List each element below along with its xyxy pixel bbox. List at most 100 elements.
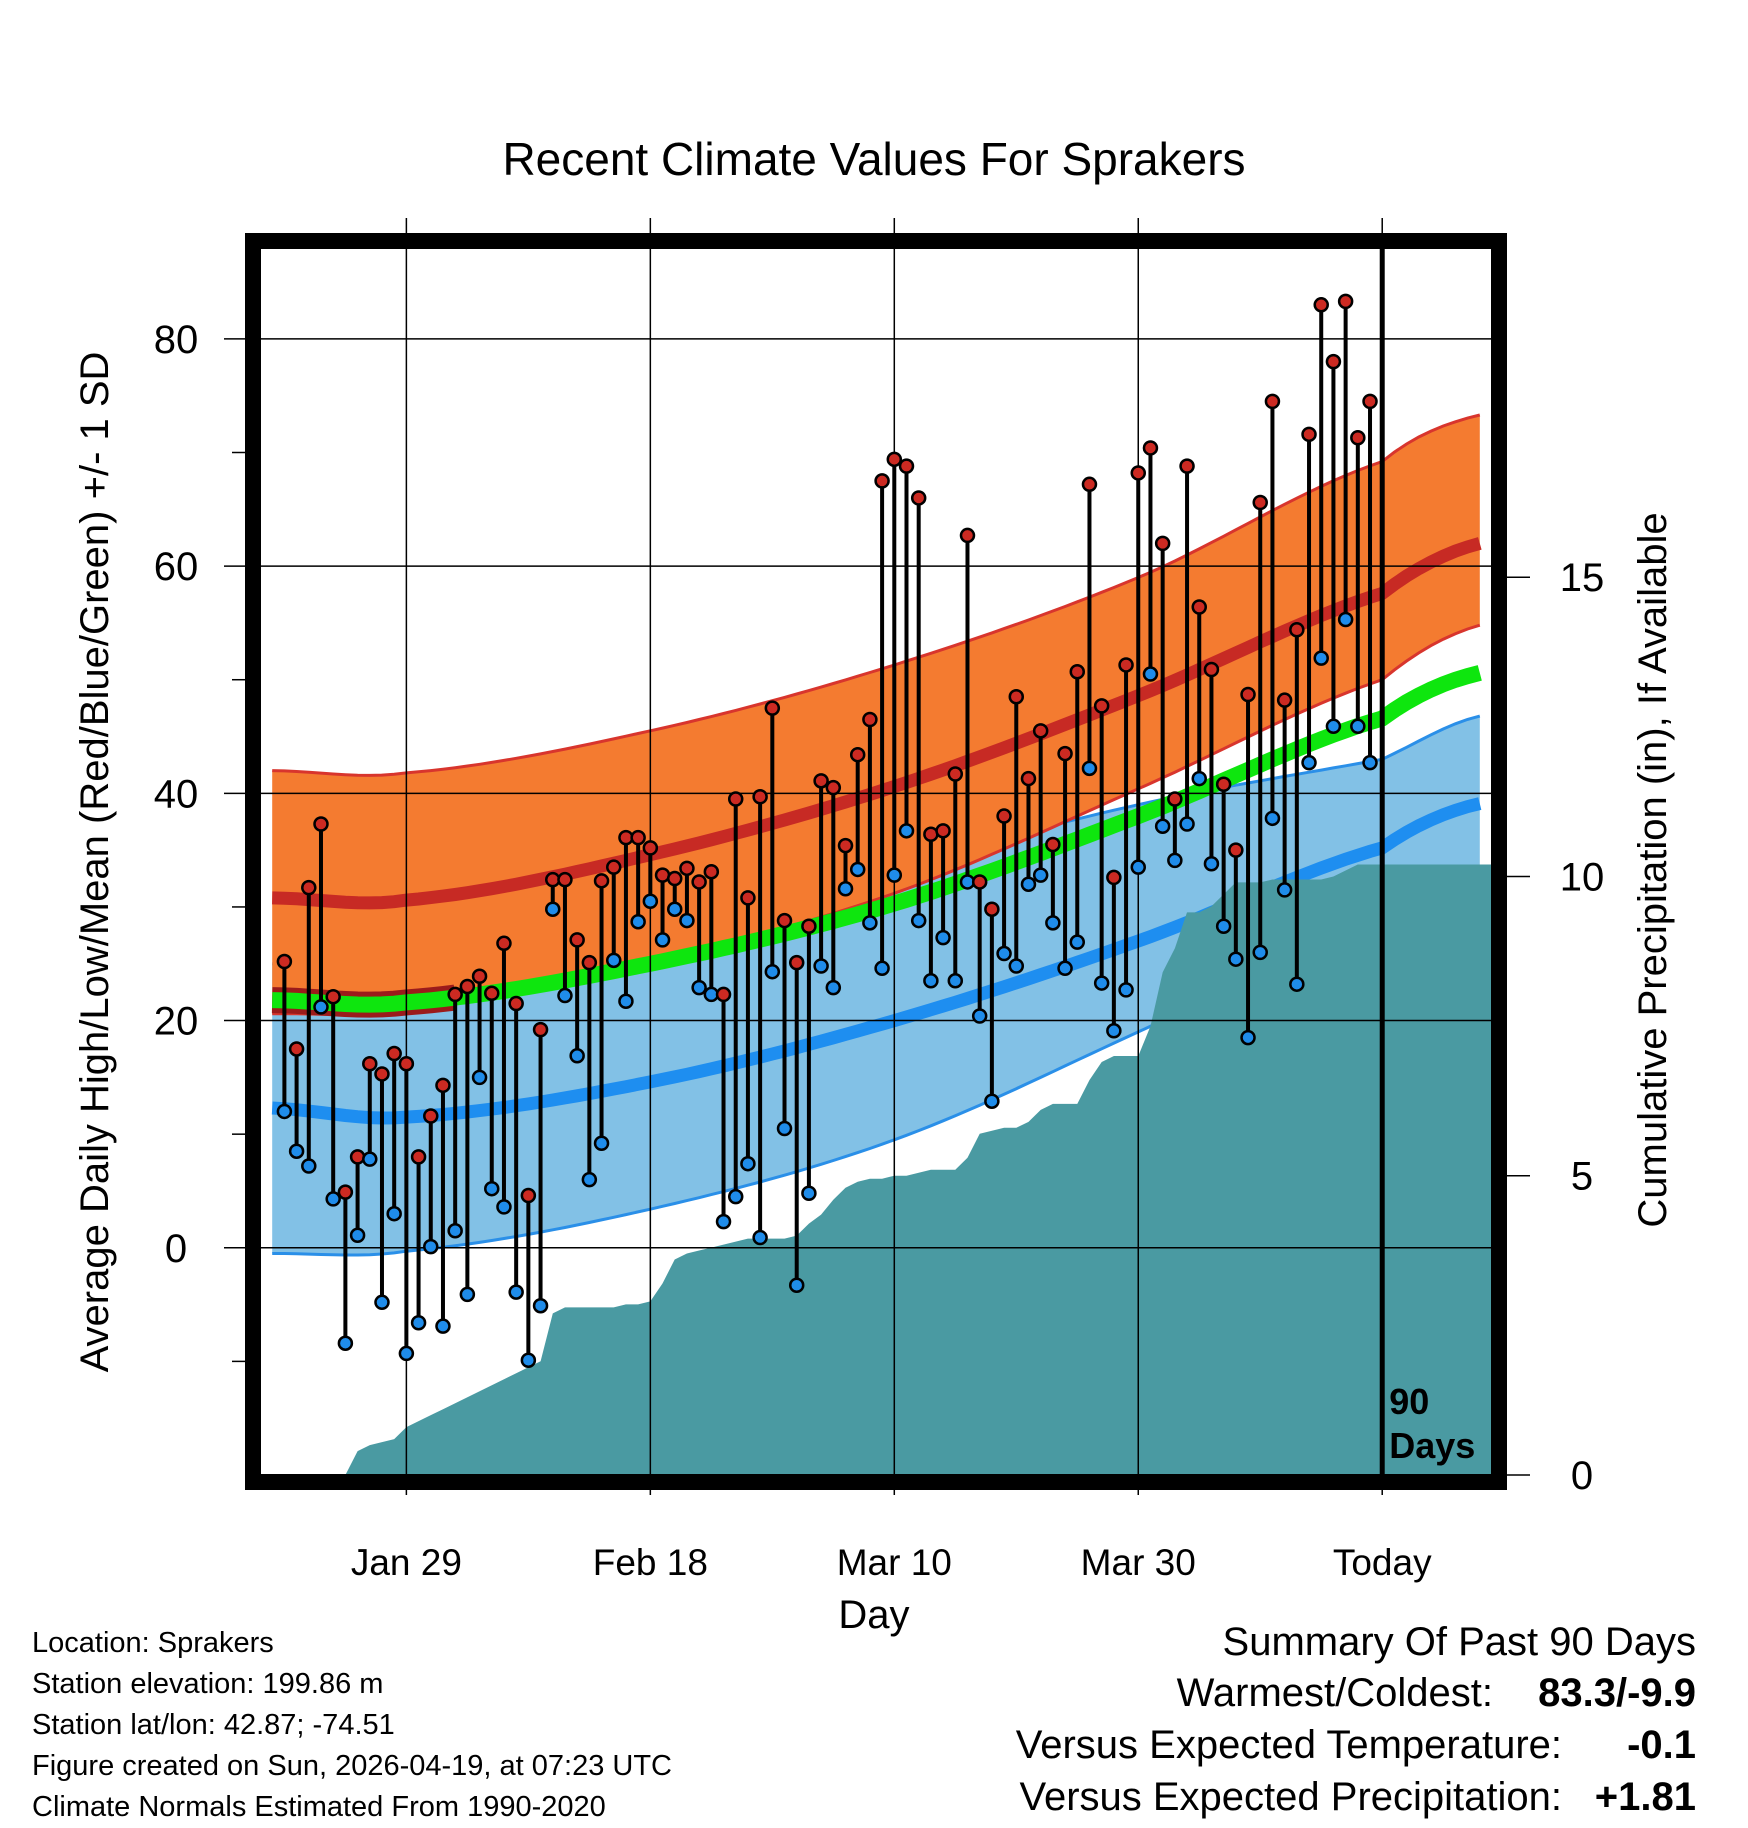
y2-tick-label: 5	[1571, 1155, 1593, 1199]
high-point	[935, 823, 951, 839]
high-point	[1264, 393, 1281, 410]
high-point	[532, 1021, 549, 1038]
high-point	[1276, 692, 1293, 708]
x-axis-label: Day	[838, 1593, 909, 1637]
low-point	[923, 973, 939, 989]
high-point	[569, 932, 585, 948]
high-point	[349, 1149, 366, 1165]
high-point	[642, 840, 659, 856]
summary-heading: Summary Of Past 90 Days	[1223, 1620, 1696, 1664]
high-point	[276, 953, 293, 970]
high-point	[337, 1184, 354, 1200]
low-point	[398, 1345, 415, 1362]
low-point	[1215, 918, 1232, 935]
high-point	[508, 995, 524, 1012]
footer-normals: Climate Normals Estimated From 1990-2020	[32, 1791, 606, 1823]
low-point	[435, 1318, 451, 1334]
high-point	[1081, 476, 1098, 493]
low-point	[642, 893, 659, 910]
high-point	[886, 451, 903, 468]
high-point	[435, 1077, 451, 1094]
high-point	[740, 890, 756, 906]
low-point	[471, 1069, 488, 1086]
high-point	[1045, 836, 1061, 853]
plot-frame	[245, 233, 1507, 1490]
footer-elevation: Station elevation: 199.86 m	[32, 1668, 383, 1700]
low-point	[788, 1277, 805, 1294]
low-point	[1154, 818, 1171, 835]
low-point	[886, 867, 903, 883]
high-point	[837, 837, 854, 854]
low-point	[654, 932, 671, 948]
high-point	[398, 1055, 415, 1072]
low-point	[557, 987, 573, 1004]
high-point	[313, 816, 329, 832]
low-point	[1228, 951, 1244, 967]
high-point	[1362, 393, 1378, 410]
low-point	[1179, 816, 1195, 832]
high-point	[374, 1066, 390, 1082]
low-point	[1008, 958, 1025, 974]
y2-axis-label: Cumulative Precipitation (in), If Availa…	[1631, 512, 1675, 1227]
low-point	[349, 1227, 366, 1244]
low-point	[1191, 770, 1207, 787]
summary-panel: Summary Of Past 90 Days Warmest/Coldest:…	[1016, 1620, 1696, 1819]
x-tick-label: Mar 10	[837, 1542, 952, 1583]
high-point	[1325, 353, 1342, 370]
high-point	[484, 985, 500, 1002]
low-point	[362, 1151, 378, 1167]
low-point	[532, 1297, 549, 1314]
high-point	[1203, 661, 1220, 678]
low-point	[1313, 650, 1329, 666]
high-point	[1313, 297, 1329, 313]
low-point	[666, 901, 683, 917]
normal-high-mean-line	[272, 537, 1482, 910]
low-point	[862, 915, 878, 931]
low-point	[1118, 982, 1134, 998]
high-point	[715, 986, 732, 1003]
low-point	[484, 1180, 500, 1197]
high-point	[325, 988, 341, 1005]
footer-created: Figure created on Sun, 2026-04-19, at 07…	[32, 1750, 672, 1782]
low-point	[447, 1222, 463, 1239]
high-point	[666, 870, 683, 887]
low-point	[1337, 611, 1354, 628]
low-point	[947, 973, 964, 989]
normal-low-band	[272, 716, 1480, 1255]
high-point	[874, 473, 890, 489]
low-point	[837, 881, 854, 897]
high-point	[788, 954, 805, 971]
summary-temp-value: -0.1	[1627, 1723, 1696, 1767]
low-point	[1252, 944, 1268, 961]
footer-latlon: Station lat/lon: 42.87; -74.51	[32, 1709, 395, 1741]
high-point	[801, 918, 817, 935]
high-point	[776, 912, 793, 929]
normal-high-band	[272, 415, 1480, 1015]
high-point	[764, 700, 781, 716]
high-point	[1179, 458, 1195, 474]
high-point	[593, 873, 610, 889]
high-point	[423, 1108, 439, 1124]
high-point	[849, 746, 866, 763]
low-point	[752, 1229, 768, 1246]
low-point	[410, 1315, 427, 1331]
x-tick-label: Jan 29	[351, 1542, 462, 1583]
y-tick-label: 20	[154, 1000, 199, 1044]
low-point	[1325, 718, 1342, 735]
high-point	[1106, 869, 1122, 886]
high-point	[1069, 664, 1086, 680]
low-point	[545, 901, 561, 917]
high-point	[813, 773, 829, 789]
footer-location: Location: Sprakers	[32, 1627, 274, 1659]
high-point	[459, 978, 476, 995]
low-point	[1240, 1029, 1256, 1046]
low-point	[581, 1171, 598, 1188]
low-point	[1142, 666, 1159, 682]
high-point	[910, 490, 927, 506]
low-point	[618, 993, 634, 1009]
high-point	[1020, 770, 1037, 787]
low-point	[1020, 876, 1037, 892]
high-point	[825, 779, 842, 796]
summary-temp-label: Versus Expected Temperature:	[1016, 1723, 1562, 1767]
